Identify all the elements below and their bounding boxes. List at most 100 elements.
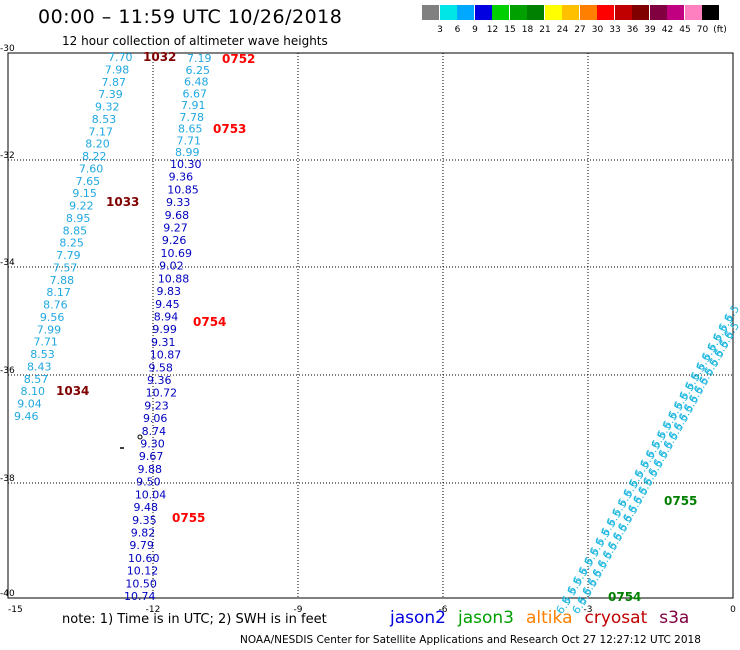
scale-swatch xyxy=(439,5,457,20)
y-tick-label: -36 xyxy=(0,366,15,376)
wave-height-value: 9.68 xyxy=(165,209,190,222)
wave-height-value: 9.48 xyxy=(133,501,158,514)
wave-height-value: 10.72 xyxy=(146,387,178,400)
wave-height-value: 7.57 xyxy=(53,261,78,274)
wave-height-value: 10.60 xyxy=(128,552,160,565)
time-label: 1033 xyxy=(106,195,139,209)
wave-height-value: 9.15 xyxy=(72,187,97,200)
wave-height-value: 9.46 xyxy=(14,410,39,423)
x-tick-label: -6 xyxy=(439,605,448,615)
wave-height-value: 9.45 xyxy=(155,298,180,311)
y-tick-label: -38 xyxy=(0,474,15,484)
wave-height-value: 8.65 xyxy=(178,123,203,136)
scale-swatch xyxy=(457,5,474,20)
wave-height-value: 9.79 xyxy=(129,539,154,552)
scale-label: 3 xyxy=(437,25,443,35)
satellite-legend: jason2 jason3 altika cryosat s3a xyxy=(390,608,701,628)
wave-height-value: 9.31 xyxy=(151,336,176,349)
scale-swatch xyxy=(597,5,614,20)
wave-height-value: 8.74 xyxy=(142,425,167,438)
buoy-marker xyxy=(137,434,143,440)
scale-swatch xyxy=(667,5,684,20)
wave-height-value: 7.60 xyxy=(79,162,104,175)
wave-height-value: 10.12 xyxy=(127,565,158,578)
wave-height-value: 9.82 xyxy=(131,526,156,539)
wave-height-value: 10.85 xyxy=(167,183,199,196)
wave-height-value: 7.88 xyxy=(50,274,75,287)
time-label: 0755 xyxy=(172,511,205,525)
legend-item-altika: altika xyxy=(526,608,573,628)
wave-height-value: 9.83 xyxy=(156,285,181,298)
wave-height-value: 8.17 xyxy=(46,286,70,299)
wave-height-value: 8.53 xyxy=(92,113,117,126)
scale-label: 24 xyxy=(556,25,569,35)
scale-label: 70 xyxy=(696,25,709,35)
wave-height-value: 8.22 xyxy=(82,150,107,163)
wave-height-value: 10.87 xyxy=(150,349,182,362)
scale-swatch xyxy=(422,5,439,20)
x-tick-label: -3 xyxy=(584,605,593,615)
wave-height-value: 9.36 xyxy=(147,374,172,387)
wave-height-value: 10.50 xyxy=(125,577,156,590)
time-label: 1032 xyxy=(143,50,176,64)
note-text: note: 1) Time is in UTC; 2) SWH is in fe… xyxy=(62,612,327,627)
time-label: 1034 xyxy=(56,384,89,398)
wave-height-value: 7.19 xyxy=(187,52,212,65)
wave-height-value: 8.99 xyxy=(175,146,200,159)
scale-swatch xyxy=(527,5,544,20)
wave-height-value: 7.71 xyxy=(177,134,202,147)
wave-height-value: 8.57 xyxy=(24,373,48,386)
legend-item-jason2: jason2 xyxy=(390,608,446,628)
wave-height-value: 7.17 xyxy=(89,125,114,138)
time-label: 0754 xyxy=(608,590,641,604)
time-label: 0754 xyxy=(193,315,226,329)
wave-height-value: 9.33 xyxy=(166,196,191,209)
credit-line: NOAA/NESDIS Center for Satellite Applica… xyxy=(240,634,701,646)
wave-height-value: 8.95 xyxy=(66,212,91,225)
scale-swatch xyxy=(579,5,597,20)
wave-height-value: 9.88 xyxy=(138,463,163,476)
scale-swatch xyxy=(684,5,702,20)
map-title: 00:00 – 11:59 UTC 10/26/2018 xyxy=(38,6,343,28)
time-label: 0755 xyxy=(664,494,697,508)
scale-swatch xyxy=(474,5,492,20)
wave-height-value: 7.39 xyxy=(98,88,123,101)
wave-height-value: 8.20 xyxy=(85,138,110,151)
scale-label: 36 xyxy=(626,25,639,35)
wave-height-value: 9.67 xyxy=(139,450,164,463)
wave-height-value: 9.02 xyxy=(159,260,184,273)
wave-height-value: 10.04 xyxy=(135,488,167,501)
time-label: 0753 xyxy=(213,122,246,136)
scale-label: (ft) xyxy=(713,25,727,35)
scale-swatch xyxy=(632,5,649,20)
wave-height-value: 7.78 xyxy=(180,111,205,124)
map-subtitle: 12 hour collection of altimeter wave hei… xyxy=(62,34,328,48)
scale-label: 9 xyxy=(472,25,478,35)
legend-item-jason3: jason3 xyxy=(458,608,514,628)
wave-height-value: 7.71 xyxy=(33,336,58,349)
y-tick-label: -30 xyxy=(0,44,15,54)
wave-height-value: 6.25 xyxy=(186,64,211,77)
wave-height-value: 7.79 xyxy=(56,249,81,262)
x-tick-label: 0 xyxy=(730,605,736,615)
wave-height-value: 9.30 xyxy=(140,438,165,451)
wave-height-value: 9.50 xyxy=(136,476,161,489)
scale-label: 39 xyxy=(644,25,656,35)
map-frame xyxy=(7,52,734,599)
scale-label: 33 xyxy=(609,25,621,35)
wave-height-value: 7.99 xyxy=(37,323,62,336)
y-tick-label: -40 xyxy=(0,589,15,599)
scale-label: 15 xyxy=(504,25,516,35)
wave-height-value: 9.04 xyxy=(17,398,42,411)
wave-height-value: 9.36 xyxy=(169,171,194,184)
scale-swatch xyxy=(702,5,719,20)
legend-item-s3a: s3a xyxy=(659,608,690,628)
wave-height-value: 10.69 xyxy=(161,247,193,260)
wave-height-value: 9.32 xyxy=(95,101,120,114)
wave-height-value: 7.91 xyxy=(181,99,206,112)
scale-label: 12 xyxy=(486,25,499,35)
wave-height-value: 6.67 xyxy=(183,87,208,100)
wave-height-value: 7.98 xyxy=(105,63,130,76)
wave-height-value: 9.23 xyxy=(144,399,169,412)
scale-swatch xyxy=(562,5,579,20)
